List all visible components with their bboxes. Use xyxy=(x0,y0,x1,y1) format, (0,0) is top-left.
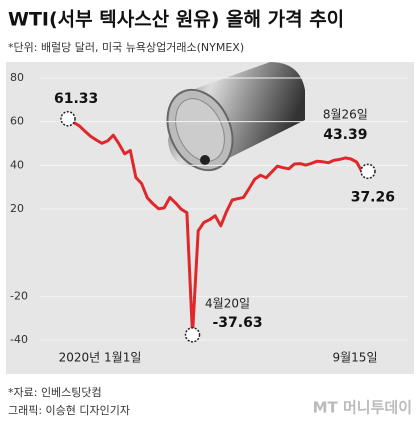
source: *자료: 인베스팅닷컴 xyxy=(8,386,102,399)
point-marker xyxy=(360,163,376,180)
value-label: -37.63 xyxy=(212,315,262,331)
barrel xyxy=(166,62,305,172)
logo: MT 머니투데이 xyxy=(313,399,412,417)
x-tick-label: 2020년 1월1일 xyxy=(59,351,142,365)
y-tick-label: 40 xyxy=(10,158,24,171)
x-tick-label: 9월15일 xyxy=(333,351,378,365)
annotation-date: 4월20일 xyxy=(205,296,250,310)
value-label: 61.33 xyxy=(54,91,98,107)
subtitle: *단위: 배럴당 달러, 미국 뉴욕상업거래소(NYMEX) xyxy=(8,41,244,54)
y-tick-label: -20 xyxy=(10,289,28,302)
value-label: 43.39 xyxy=(323,127,367,143)
price-line xyxy=(67,117,369,337)
point-marker xyxy=(60,111,76,127)
annotation-date: 8월26일 xyxy=(323,107,368,121)
point-marker xyxy=(184,327,201,343)
y-tick-label: 80 xyxy=(10,71,24,84)
y-tick-label: 20 xyxy=(10,202,24,215)
value-label: 37.26 xyxy=(351,189,395,205)
y-tick-label: 60 xyxy=(10,115,24,128)
y-tick-label: -40 xyxy=(10,333,28,346)
credit: 그래픽: 이승현 디자인기자 xyxy=(8,404,130,417)
chart-title: WTI(서부 텍사스산 원유) 올해 가격 추이 xyxy=(8,9,344,31)
